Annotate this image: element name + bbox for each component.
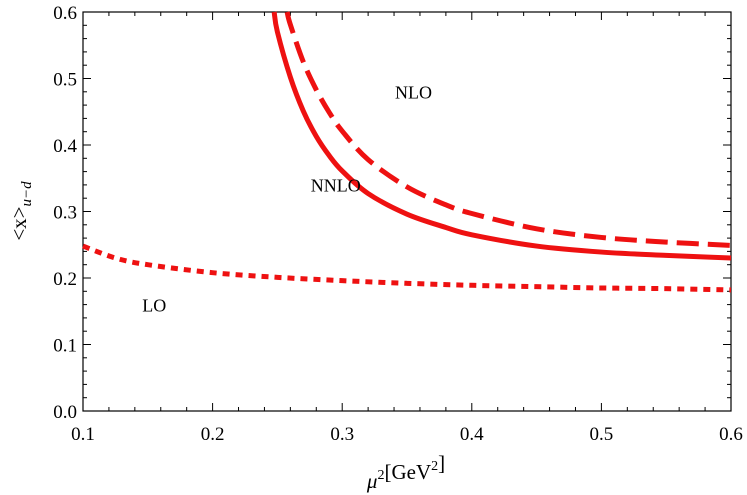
y-tick-label: 0.5 [53, 70, 77, 91]
x-axis-label: μ2[GeV2] [366, 451, 445, 493]
y-tick-label: 0.2 [53, 269, 77, 290]
y-axis-label: <x>u−d [7, 181, 35, 241]
x-tick-label: 0.3 [330, 424, 354, 445]
series-line-lo [82, 243, 732, 293]
x-tick-label: 0.2 [201, 424, 225, 445]
annotation-nlo: NLO [395, 82, 432, 102]
x-tick-label: 0.6 [719, 424, 743, 445]
annotation-nnlo: NNLO [311, 176, 361, 196]
y-tick-label: 0.6 [53, 3, 77, 24]
y-tick-label: 0.0 [53, 402, 77, 423]
svg-text:<x>u−d: <x>u−d [7, 181, 35, 241]
x-tick-label: 0.4 [460, 424, 484, 445]
svg-text:μ2[GeV2]: μ2[GeV2] [366, 451, 445, 493]
series-line-nnlo [271, 11, 732, 261]
y-axis-label-sub: u−d [19, 181, 35, 207]
annotation-lo: LO [142, 295, 166, 315]
series-line-nlo [284, 11, 732, 248]
y-axis-label-main: <x> [7, 206, 31, 240]
x-tick-label: 0.5 [590, 424, 614, 445]
y-tick-label: 0.1 [53, 336, 77, 357]
y-tick-label: 0.3 [53, 203, 77, 224]
y-tick-label: 0.4 [53, 136, 77, 157]
x-tick-label: 0.1 [71, 424, 95, 445]
plot-area: 0.1 0.2 0.3 0.4 0.5 0.60.00.10.20.30.40.50.6 … [53, 3, 743, 445]
